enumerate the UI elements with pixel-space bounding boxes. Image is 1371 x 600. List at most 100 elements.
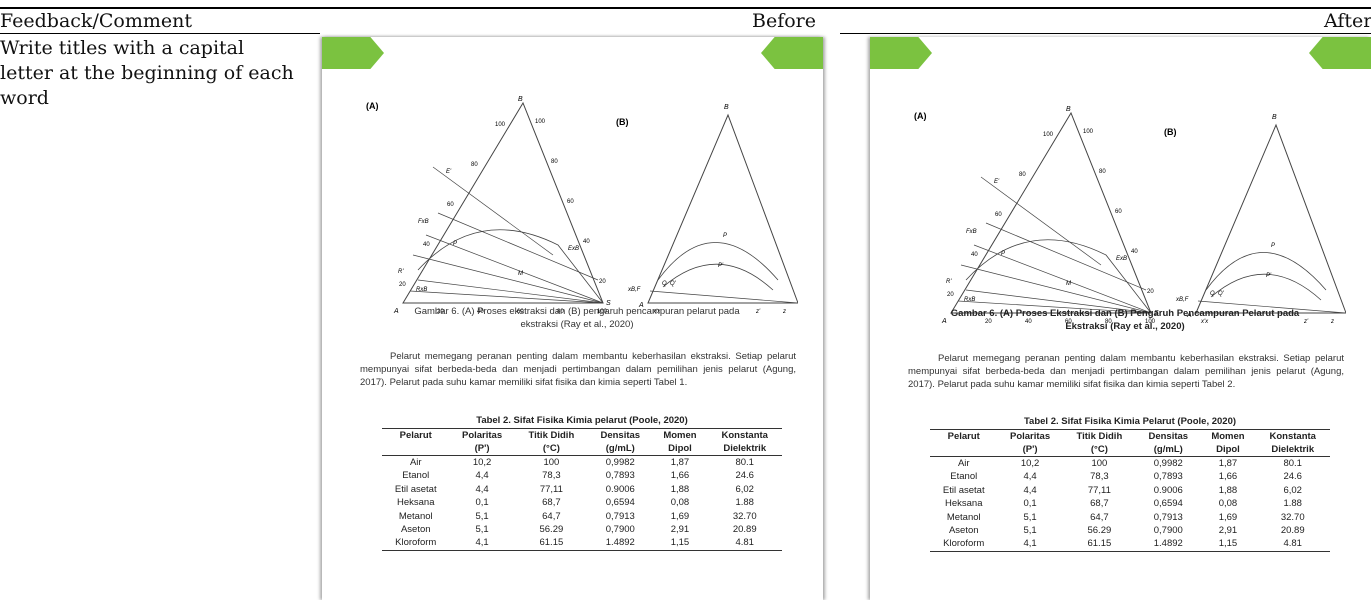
vertex-label: B [1272,114,1277,121]
panel-label: (A) [914,111,927,121]
table-cell: 0,7900 [1153,525,1183,537]
table-cell: Air [957,458,970,469]
figure-caption: Gambar 6. (A) Proses ekstraksi dan (B) p… [414,306,740,330]
table-cell: 100 [543,457,560,468]
table-cell: 0,1 [1023,498,1037,510]
point-label: P' [1266,273,1272,279]
tick-label: 20 [947,292,954,298]
table-header-cell: Pelarut [930,429,998,443]
header-top-rule [0,7,1371,9]
vertex-label: A [1186,312,1192,319]
table-cell: 10,2 [1020,458,1040,469]
before-column-header: Before [752,10,817,32]
table-cell: Air [409,457,422,468]
table-header-cell: (g/mL) [588,442,653,456]
table-header-cell: Momen [1200,429,1256,443]
table-cell: 4,4 [475,483,489,495]
table-cell: Etanol [402,470,430,482]
table-cell: 6,02 [735,483,754,495]
table-cell: Kloroform [930,537,998,552]
table-row: Air 10,2 100 0,9982 1,87 80.1 [930,457,1330,471]
phase-curve [662,263,774,291]
table-cell: 4,1 [997,537,1063,552]
table-cell: 1,66 [670,470,690,482]
table-cell: 1,66 [1218,471,1238,483]
vertex-label: A [393,308,399,315]
tick-label: 60 [517,309,524,315]
table-row: Metanol 5,1 64,7 0,7913 1,69 32.70 [930,511,1330,524]
table-title: Tabel 2. Sifat Fisika Kimia pelarut (Poo… [476,415,688,426]
phase-curve [1210,273,1322,301]
table-cell: 0,7900 [605,524,635,536]
table-cell: Metanol [946,511,981,523]
table-cell: 24.6 [735,470,754,482]
table-cell: 4,4 [475,470,489,482]
table-row: Aseton 5,1 56.29 0,7900 2,91 20.89 [930,524,1330,537]
table-cell: 2,91 [1218,525,1238,537]
table-header-cell: Dipol [652,442,708,456]
point-label: Q' [670,281,677,287]
tie-line [437,212,599,281]
table-cell: 4,4 [1023,471,1037,483]
point-label: FxB [418,219,429,225]
point-label: M [518,271,523,277]
point-label: FxB [966,229,977,235]
vertex-label: S [1154,310,1159,317]
point-label: Q [1210,291,1215,297]
header-bottom-rule [840,33,1371,34]
before-page-image: (A) B A S 100 80 60 40 20 100 80 60 40 20 20 40 60 80 100 E… [322,37,823,600]
table-cell: 32.70 [732,510,757,522]
tie-line [1197,300,1346,314]
point-label: P [1271,243,1275,249]
table-header-cell: (g/mL) [1136,443,1201,457]
green-corner-tab [761,37,823,69]
table-row: Heksana 0,1 68,7 0,6594 0,08 1.88 [382,496,782,509]
table-header-cell: Momen [652,428,708,442]
vertex-label: S [606,300,611,307]
feedback-comment-text: Write titles with a capital letter at th… [0,37,294,109]
table-cell: 78,3 [542,470,561,482]
tick-label: 60 [1065,319,1072,325]
point-label: M [1066,281,1071,287]
point-label: Q [662,281,667,287]
table-cell: 0,08 [670,497,690,509]
table-header-cell: Dielektrik [707,442,782,456]
green-corner-tab [1309,37,1371,69]
tick-label: 80 [471,162,478,168]
tick-label: 60 [567,199,574,205]
table-cell: 1,15 [1200,537,1256,552]
panel-label: (B) [1164,127,1177,137]
table-cell: 56.29 [1087,525,1112,537]
table-row: Etanol 4,4 78,3 0,7893 1,66 24.6 [930,470,1330,483]
triangle-outline [647,113,798,304]
point-label: P [1001,251,1005,257]
table-cell: 0,7913 [1153,511,1183,523]
ternary-diagram-figure: (A) B A S 100 80 60 40 20 100 80 60 40 20 20 40 60 80 100 E… [914,106,1346,325]
vertex-label: A [638,302,644,309]
table-cell: 5,1 [1023,525,1037,537]
table-row: Metanol 5,1 64,7 0,7913 1,69 32.70 [382,510,782,523]
table-cell: 68,7 [1090,498,1109,510]
point-label: ExB [568,246,579,252]
triangle-outline [402,101,604,304]
table-cell: Aseton [948,525,979,537]
point-label: z [782,309,786,315]
tie-line [425,234,604,304]
vertex-label: B [518,96,523,103]
table-cell: 5,1 [475,510,489,522]
table-header-cell: (P') [449,442,515,456]
solvent-properties-table: Pelarut Polaritas Titik Didih Densitas Momen… [382,428,782,551]
table-cell: 56.29 [539,524,564,536]
point-label: x'x [652,309,661,315]
table-cell: 1.88 [1283,498,1302,510]
tick-label: 100 [535,119,546,125]
table-cell: 77,11 [1087,484,1111,496]
tick-label: 40 [477,309,484,315]
table-cell: 5,1 [1023,511,1037,523]
table-header-cell: Konstanta [707,428,782,442]
table-row: Etil asetat 4,4 77,11 0.9006 1,88 6,02 [930,484,1330,497]
tick-label: 60 [995,212,1002,218]
table-row: Kloroform 4,1 61.15 1.4892 1,15 4.81 [930,537,1330,552]
vertex-label: B [1066,106,1071,113]
table-cell: 78,3 [1090,471,1109,483]
